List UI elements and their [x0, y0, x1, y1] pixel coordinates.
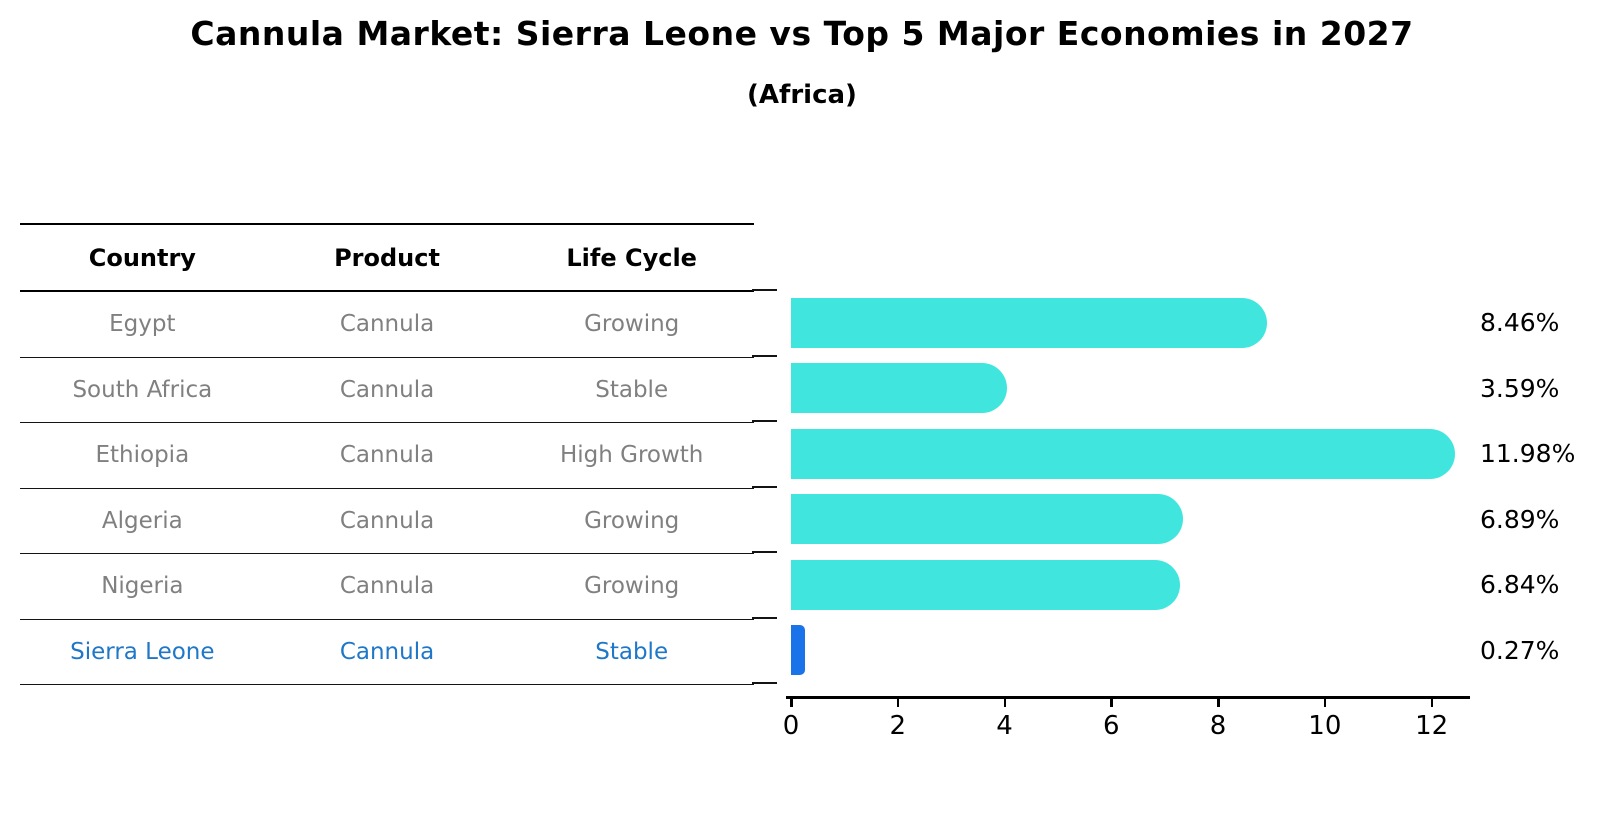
value-label: 0.27% [1480, 635, 1560, 665]
bar-row [791, 618, 1469, 684]
bar-row [791, 421, 1469, 487]
cell-product: Cannula [339, 507, 435, 534]
y-tick [752, 682, 777, 684]
bar-south-africa [791, 363, 1007, 414]
cell-product: Cannula [339, 573, 435, 600]
column-header-country: Country [88, 243, 196, 272]
table-row: Ethiopia Cannula High Growth [20, 423, 754, 489]
table-row: South Africa Cannula Stable [20, 358, 754, 423]
cell-life-cycle: Stable [595, 376, 669, 403]
cell-product: Cannula [339, 376, 435, 403]
cell-life-cycle: Growing [584, 311, 680, 338]
x-tick-label: 2 [889, 711, 907, 741]
bar-ethiopia [791, 428, 1455, 479]
cell-product: Cannula [339, 311, 435, 338]
y-tick [752, 616, 777, 619]
x-tick-label: 10 [1308, 711, 1342, 741]
data-table: Country Product Life Cycle Egypt Cannula… [20, 223, 754, 685]
value-label: 3.59% [1480, 373, 1560, 403]
bar-nigeria [791, 559, 1181, 610]
x-tick [1323, 698, 1327, 707]
cell-product: Cannula [339, 442, 435, 469]
x-tick [790, 698, 793, 707]
x-tick [1003, 698, 1007, 707]
cell-country: Algeria [101, 507, 183, 534]
table-header-row: Country Product Life Cycle [20, 223, 754, 292]
value-label: 11.98% [1480, 439, 1576, 468]
x-tick-label: 4 [996, 711, 1013, 741]
cell-country: Sierra Leone [70, 638, 215, 665]
column-header-life-cycle: Life Cycle [566, 243, 697, 272]
y-tick [752, 551, 777, 553]
cell-product: Cannula [339, 638, 435, 665]
bar-row [791, 487, 1469, 553]
x-tick [896, 698, 900, 707]
cell-life-cycle: Growing [584, 507, 680, 534]
y-tick [752, 420, 777, 422]
cell-life-cycle: Growing [584, 573, 680, 600]
value-label: 6.84% [1480, 570, 1560, 599]
x-tick-label: 12 [1415, 711, 1449, 741]
value-label: 8.46% [1480, 308, 1560, 337]
cell-country: Ethiopia [95, 442, 190, 469]
cell-country: Nigeria [101, 573, 184, 600]
bar-sierra-leone [791, 625, 806, 676]
bar-row [791, 552, 1469, 618]
x-tick-label: 8 [1209, 711, 1227, 741]
table-row: Egypt Cannula Growing [20, 292, 754, 358]
value-label: 6.89% [1480, 504, 1560, 534]
chart-subtitle: (Africa) [747, 80, 857, 110]
cell-life-cycle: High Growth [559, 442, 704, 469]
cell-life-cycle: Stable [595, 638, 669, 665]
bar-row [791, 356, 1469, 422]
x-axis-line [786, 696, 1470, 699]
column-header-product: Product [334, 243, 440, 272]
chart-title: Cannula Market: Sierra Leone vs Top 5 Ma… [190, 14, 1414, 53]
y-tick [752, 289, 777, 291]
y-tick [752, 354, 777, 357]
x-tick [1110, 698, 1113, 707]
x-tick [1430, 698, 1434, 707]
bar-chart [791, 290, 1469, 683]
table-row: Algeria Cannula Growing [20, 489, 754, 554]
cell-country: Egypt [109, 311, 176, 338]
table-row-highlighted: Sierra Leone Cannula Stable [20, 620, 754, 685]
y-tick [752, 485, 777, 488]
cell-country: South Africa [72, 376, 213, 403]
table-row: Nigeria Cannula Growing [20, 554, 754, 620]
bar-egypt [791, 297, 1267, 348]
x-tick [1217, 698, 1220, 707]
x-tick-label: 0 [782, 711, 800, 741]
x-tick-label: 6 [1103, 711, 1120, 741]
bar-row [791, 290, 1469, 356]
bar-algeria [791, 494, 1183, 545]
